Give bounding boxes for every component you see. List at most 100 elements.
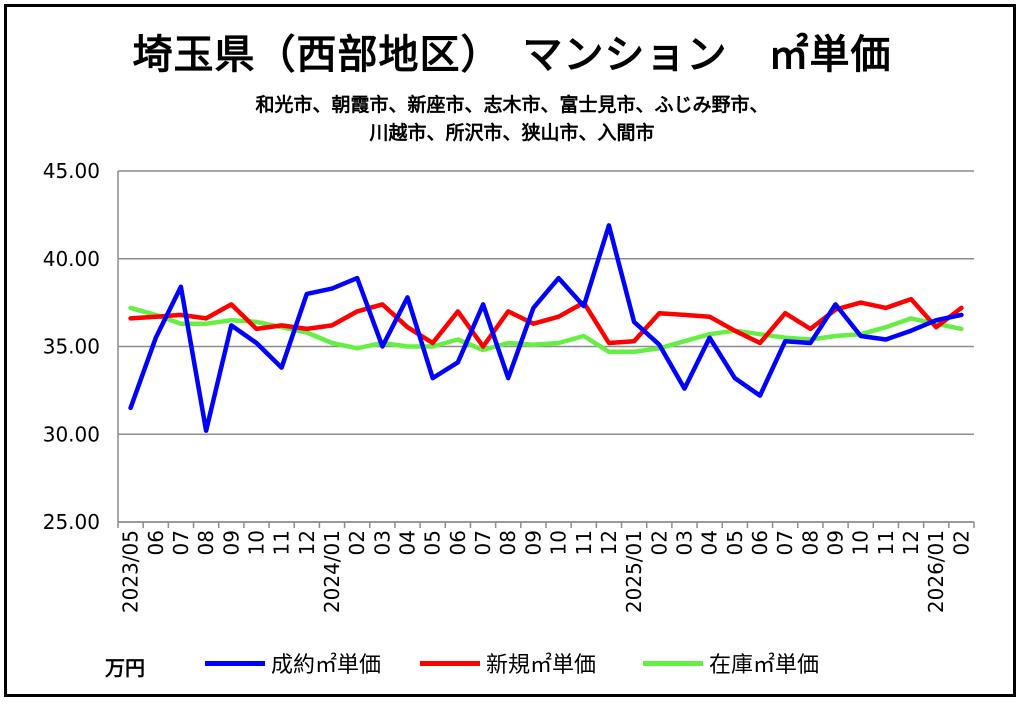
y-tick-label-1: 30.00 <box>43 422 100 446</box>
x-tick-label-12: 05 <box>421 530 445 555</box>
data-point-s1-29 <box>860 302 861 303</box>
legend-swatch-stock <box>643 660 703 666</box>
x-tick-label-23: 04 <box>698 530 722 555</box>
data-point-s1-6 <box>281 325 282 326</box>
x-tick-label-3: 08 <box>194 530 218 555</box>
data-point-s0-10 <box>382 346 383 347</box>
data-point-s1-20 <box>634 341 635 342</box>
data-point-s2-18 <box>583 335 584 336</box>
data-point-s2-30 <box>885 327 886 328</box>
data-point-s2-17 <box>558 342 559 343</box>
data-point-s0-14 <box>483 304 484 305</box>
data-point-s2-14 <box>483 350 484 351</box>
legend-item-new: 新規㎡単価 <box>420 648 596 678</box>
chart-subtitle-line2: 川越市、所沢市、狭山市、入間市 <box>369 122 655 144</box>
x-tick-label-10: 03 <box>370 530 394 555</box>
data-point-s1-12 <box>432 342 433 343</box>
data-point-s0-28 <box>835 304 836 305</box>
x-tick-label-25: 06 <box>748 530 772 555</box>
x-tick-label-18: 11 <box>572 530 596 555</box>
x-tick-label-32: 2026/01 <box>924 530 948 613</box>
y-tick-label-2: 35.00 <box>43 335 100 359</box>
data-point-s2-13 <box>457 339 458 340</box>
x-tick-label-4: 09 <box>219 530 243 555</box>
x-tick-label-27: 08 <box>798 530 822 555</box>
x-tick-label-30: 11 <box>874 530 898 555</box>
data-point-s0-32 <box>936 320 937 321</box>
legend-label-stock: 在庫㎡単価 <box>709 653 820 678</box>
data-point-s2-11 <box>407 346 408 347</box>
data-point-s1-26 <box>785 313 786 314</box>
x-tick-label-14: 07 <box>471 530 495 555</box>
data-point-s1-8 <box>332 325 333 326</box>
data-point-s0-13 <box>457 362 458 363</box>
data-point-s1-17 <box>558 316 559 317</box>
data-point-s1-1 <box>155 316 156 317</box>
x-tick-label-16: 09 <box>521 530 545 555</box>
data-point-s0-2 <box>180 286 181 287</box>
data-point-s0-25 <box>760 395 761 396</box>
series-line-2 <box>128 305 964 355</box>
data-point-s0-22 <box>684 388 685 389</box>
data-point-s0-17 <box>558 278 559 279</box>
x-tick-label-9: 02 <box>345 530 369 555</box>
data-point-s2-7 <box>306 332 307 333</box>
data-point-s1-21 <box>659 313 660 314</box>
data-point-s2-28 <box>835 335 836 336</box>
x-tick-label-22: 03 <box>672 530 696 555</box>
y-axis: 25.00 30.00 35.00 40.00 45.00 <box>43 159 119 534</box>
y-tick-label-4: 45.00 <box>43 159 100 183</box>
data-point-s1-22 <box>684 314 685 315</box>
x-tick-label-11: 04 <box>396 530 420 555</box>
data-point-s0-24 <box>734 378 735 379</box>
data-point-s0-21 <box>659 344 660 345</box>
data-point-s0-23 <box>709 337 710 338</box>
data-point-s0-6 <box>281 367 282 368</box>
data-point-s1-9 <box>357 311 358 312</box>
data-point-s2-4 <box>231 320 232 321</box>
x-tick-label-7: 12 <box>295 530 319 555</box>
data-point-s0-12 <box>432 378 433 379</box>
legend-item-contract: 成約㎡単価 <box>205 648 381 678</box>
data-point-s0-18 <box>583 306 584 307</box>
data-point-s0-5 <box>256 342 257 343</box>
data-point-s0-0 <box>130 407 131 408</box>
data-point-s2-12 <box>432 346 433 347</box>
data-point-s0-26 <box>785 341 786 342</box>
data-point-s2-15 <box>508 342 509 343</box>
x-tick-label-24: 05 <box>723 530 747 555</box>
series-line-1 <box>128 296 964 349</box>
data-point-s1-3 <box>206 318 207 319</box>
data-point-s1-24 <box>734 330 735 331</box>
data-point-s2-5 <box>256 321 257 322</box>
data-point-s2-33 <box>961 328 962 329</box>
data-point-s0-3 <box>206 430 207 431</box>
data-point-s0-1 <box>155 337 156 338</box>
legend-label-new: 新規㎡単価 <box>486 653 597 678</box>
data-point-s1-4 <box>231 304 232 305</box>
x-tick-label-19: 12 <box>597 530 621 555</box>
y-tick-label-0: 25.00 <box>43 510 100 534</box>
data-point-s0-9 <box>357 278 358 279</box>
data-point-s1-30 <box>885 307 886 308</box>
data-point-s1-14 <box>483 346 484 347</box>
x-tick-label-17: 10 <box>547 530 571 555</box>
data-point-s0-20 <box>634 321 635 322</box>
data-point-s0-29 <box>860 335 861 336</box>
data-point-s2-16 <box>533 344 534 345</box>
data-point-s2-23 <box>709 334 710 335</box>
data-point-s1-10 <box>382 304 383 305</box>
data-point-s1-19 <box>608 342 609 343</box>
data-point-s0-30 <box>885 339 886 340</box>
data-point-s1-0 <box>130 318 131 319</box>
data-point-s2-2 <box>180 323 181 324</box>
x-tick-label-26: 07 <box>773 530 797 555</box>
x-tick-label-20: 2025/01 <box>622 530 646 613</box>
chart-subtitle-line1: 和光市、朝霞市、新座市、志木市、富士見市、ふじみ野市、 <box>255 94 769 116</box>
x-tick-label-5: 10 <box>244 530 268 555</box>
y-tick-label-3: 40.00 <box>43 247 100 271</box>
x-tick-label-2: 07 <box>169 530 193 555</box>
legend-item-stock: 在庫㎡単価 <box>643 648 819 678</box>
data-point-s0-8 <box>332 288 333 289</box>
